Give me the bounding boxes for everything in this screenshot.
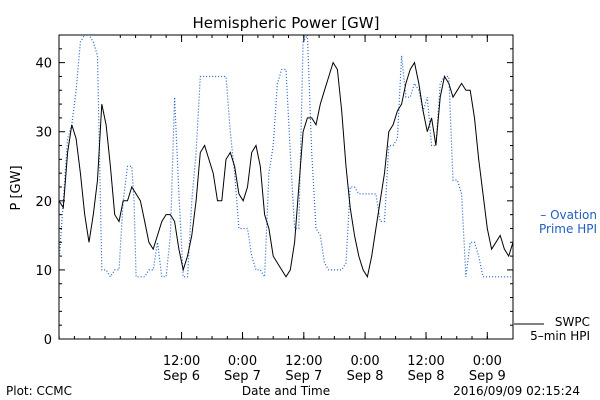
x-tick-time-label: 0:00 [473, 354, 502, 369]
series-layer [59, 35, 513, 279]
footer-timestamp: 2016/09/09 02:15:24 [453, 384, 580, 398]
x-tick-date-label: Sep 9 [469, 369, 506, 384]
y-tick-label: 30 [35, 126, 52, 141]
x-tick-time-label: 0:00 [350, 354, 379, 369]
x-tick-date-label: Sep 8 [347, 369, 384, 384]
x-tick-time-label: 12:00 [285, 354, 322, 369]
x-tick-date-label: Sep 6 [163, 369, 200, 384]
y-tick-label: 10 [35, 264, 52, 279]
legend-ovation: – Ovation Prime HPI [539, 208, 597, 236]
x-tick-time-label: 12:00 [163, 354, 200, 369]
series-swpc-line [59, 61, 513, 279]
legend-swpc: SWPC 5–min HPI [514, 315, 590, 343]
legend-ovation-line1: – Ovation [540, 208, 597, 222]
legend-swpc-line1: SWPC [555, 315, 590, 329]
x-axis-label: Date and Time [242, 384, 330, 398]
y-axis: 0 10 20 30 40 [35, 34, 513, 348]
legend-swpc-line2: 5–min HPI [530, 329, 590, 343]
x-tick-date-label: Sep 7 [285, 369, 322, 384]
y-tick-label: 40 [35, 57, 52, 72]
series-ovation-prime-line [59, 35, 513, 279]
x-tick-time-label: 12:00 [407, 354, 444, 369]
x-tick-date-label: Sep 8 [408, 369, 445, 384]
chart-title: Hemispheric Power [GW] [193, 14, 380, 32]
x-tick-date-label: Sep 7 [224, 369, 261, 384]
x-tick-time-label: 0:00 [228, 354, 257, 369]
footer-credit: Plot: CCMC [6, 384, 72, 398]
legend-ovation-line2: Prime HPI [539, 222, 597, 236]
y-axis-label: P [GW] [9, 165, 24, 210]
y-tick-label: 0 [44, 333, 52, 348]
y-tick-label: 20 [35, 195, 52, 210]
